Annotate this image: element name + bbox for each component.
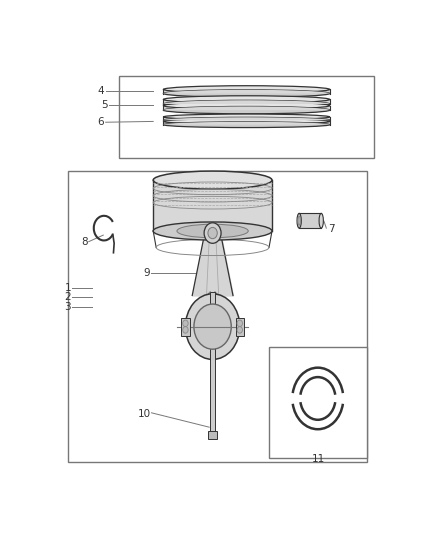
Ellipse shape bbox=[163, 86, 330, 93]
Circle shape bbox=[185, 294, 240, 359]
Bar bbox=[181, 318, 190, 336]
Bar bbox=[236, 318, 244, 336]
Text: 5: 5 bbox=[101, 100, 107, 110]
Text: 7: 7 bbox=[328, 224, 335, 234]
Polygon shape bbox=[163, 100, 330, 104]
Ellipse shape bbox=[163, 96, 330, 103]
Ellipse shape bbox=[163, 102, 330, 109]
Polygon shape bbox=[163, 90, 330, 97]
Bar bbox=[68, 171, 367, 462]
Bar bbox=[268, 347, 367, 458]
Text: 4: 4 bbox=[97, 86, 104, 96]
Circle shape bbox=[204, 223, 221, 243]
Ellipse shape bbox=[297, 213, 301, 228]
Ellipse shape bbox=[163, 107, 330, 114]
Ellipse shape bbox=[153, 222, 272, 240]
Bar bbox=[210, 292, 215, 431]
Ellipse shape bbox=[163, 114, 330, 120]
Ellipse shape bbox=[319, 213, 323, 228]
Bar bbox=[299, 213, 321, 228]
Text: 3: 3 bbox=[64, 302, 71, 312]
Ellipse shape bbox=[298, 216, 300, 225]
Polygon shape bbox=[163, 107, 330, 110]
Text: 9: 9 bbox=[143, 268, 150, 278]
Circle shape bbox=[237, 320, 243, 327]
Ellipse shape bbox=[163, 117, 330, 123]
Bar bbox=[153, 180, 272, 231]
Polygon shape bbox=[163, 106, 330, 114]
Ellipse shape bbox=[177, 224, 248, 238]
Text: 6: 6 bbox=[97, 117, 104, 127]
Ellipse shape bbox=[163, 90, 330, 97]
Circle shape bbox=[194, 304, 231, 349]
Ellipse shape bbox=[163, 122, 330, 127]
Ellipse shape bbox=[163, 118, 330, 124]
Circle shape bbox=[183, 320, 188, 327]
Text: 2: 2 bbox=[64, 292, 71, 302]
Polygon shape bbox=[163, 122, 330, 125]
Bar bbox=[119, 76, 374, 158]
Circle shape bbox=[237, 327, 243, 333]
Text: 8: 8 bbox=[81, 238, 88, 247]
Circle shape bbox=[183, 327, 188, 333]
Polygon shape bbox=[163, 90, 330, 93]
Bar bbox=[208, 431, 217, 440]
Circle shape bbox=[208, 228, 217, 239]
Polygon shape bbox=[163, 117, 330, 120]
Ellipse shape bbox=[153, 171, 272, 189]
Text: 10: 10 bbox=[138, 409, 151, 418]
Text: 1: 1 bbox=[64, 282, 71, 293]
Polygon shape bbox=[163, 122, 330, 127]
Polygon shape bbox=[163, 117, 330, 123]
Text: 11: 11 bbox=[312, 454, 325, 464]
Polygon shape bbox=[163, 100, 330, 108]
Ellipse shape bbox=[163, 100, 330, 108]
